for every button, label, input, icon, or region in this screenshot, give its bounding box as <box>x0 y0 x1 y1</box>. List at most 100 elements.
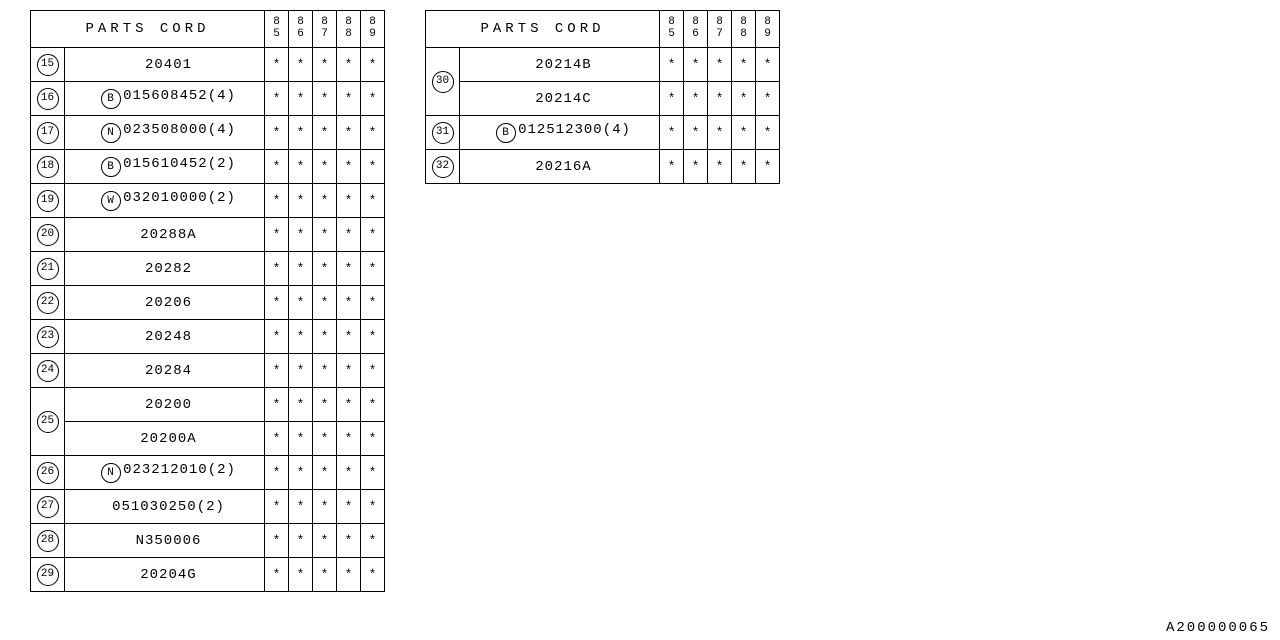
part-code-cell: 051030250(2) <box>65 490 265 524</box>
applicability-mark: * <box>361 388 385 422</box>
applicability-mark: * <box>289 218 313 252</box>
row-number-cell: 28 <box>31 524 65 558</box>
part-code: 032010000(2) <box>123 190 236 206</box>
part-code-cell: 20214C <box>460 82 660 116</box>
part-code-cell: 20288A <box>65 218 265 252</box>
applicability-mark: * <box>337 388 361 422</box>
part-code-cell: B015610452(2) <box>65 150 265 184</box>
part-code: 20248 <box>145 329 192 345</box>
part-code: 20200 <box>145 397 192 413</box>
applicability-mark: * <box>265 558 289 592</box>
row-number-cell: 17 <box>31 116 65 150</box>
applicability-mark: * <box>289 558 313 592</box>
applicability-mark: * <box>265 184 289 218</box>
header-year-col: 89 <box>361 11 385 48</box>
applicability-mark: * <box>337 252 361 286</box>
applicability-mark: * <box>708 82 732 116</box>
applicability-mark: * <box>313 252 337 286</box>
table-row: 2420284***** <box>31 354 385 388</box>
applicability-mark: * <box>337 456 361 490</box>
part-code-cell: 20282 <box>65 252 265 286</box>
row-number-icon: 23 <box>37 326 59 348</box>
applicability-mark: * <box>660 48 684 82</box>
header-year-col: 88 <box>337 11 361 48</box>
row-number-icon: 27 <box>37 496 59 518</box>
table-row: 20200A***** <box>31 422 385 456</box>
part-code: 20214B <box>535 57 591 73</box>
table-row: 31B012512300(4)***** <box>426 116 780 150</box>
part-code: 20401 <box>145 57 192 73</box>
applicability-mark: * <box>361 456 385 490</box>
table-row: 17N023508000(4)***** <box>31 116 385 150</box>
tables-container: PARTS CORD85868788891520401*****16B01560… <box>30 10 780 592</box>
row-number-cell: 24 <box>31 354 65 388</box>
part-code-cell: 20206 <box>65 286 265 320</box>
applicability-mark: * <box>337 286 361 320</box>
row-number-cell: 27 <box>31 490 65 524</box>
applicability-mark: * <box>313 286 337 320</box>
applicability-mark: * <box>289 82 313 116</box>
applicability-mark: * <box>289 320 313 354</box>
applicability-mark: * <box>337 82 361 116</box>
part-code-cell: 20216A <box>460 150 660 184</box>
applicability-mark: * <box>337 218 361 252</box>
applicability-mark: * <box>265 48 289 82</box>
applicability-mark: * <box>265 218 289 252</box>
part-code: 20216A <box>535 159 591 175</box>
applicability-mark: * <box>289 456 313 490</box>
row-number-cell: 26 <box>31 456 65 490</box>
row-number-cell: 18 <box>31 150 65 184</box>
row-number-icon: 29 <box>37 564 59 586</box>
applicability-mark: * <box>361 116 385 150</box>
header-year-bot: 9 <box>361 29 384 41</box>
row-number-icon: 20 <box>37 224 59 246</box>
applicability-mark: * <box>265 354 289 388</box>
applicability-mark: * <box>708 116 732 150</box>
row-number-icon: 31 <box>432 122 454 144</box>
row-number-cell: 31 <box>426 116 460 150</box>
applicability-mark: * <box>732 150 756 184</box>
header-year-col: 89 <box>756 11 780 48</box>
footer-code: A200000065 <box>1166 620 1270 636</box>
applicability-mark: * <box>289 150 313 184</box>
applicability-mark: * <box>361 558 385 592</box>
parts-table: PARTS CORD85868788893020214B*****20214C*… <box>425 10 780 184</box>
header-year-bot: 8 <box>337 29 360 41</box>
table-row: 3020214B***** <box>426 48 780 82</box>
header-parts-cord: PARTS CORD <box>426 11 660 48</box>
applicability-mark: * <box>313 320 337 354</box>
part-code: 20284 <box>145 363 192 379</box>
row-number-icon: 24 <box>37 360 59 382</box>
row-number-cell: 23 <box>31 320 65 354</box>
applicability-mark: * <box>265 320 289 354</box>
table-row: 26N023212010(2)***** <box>31 456 385 490</box>
applicability-mark: * <box>337 184 361 218</box>
part-code-cell: N350006 <box>65 524 265 558</box>
table-row: 18B015610452(2)***** <box>31 150 385 184</box>
row-number-cell: 32 <box>426 150 460 184</box>
applicability-mark: * <box>313 456 337 490</box>
applicability-mark: * <box>361 184 385 218</box>
applicability-mark: * <box>361 354 385 388</box>
table-row: 20214C***** <box>426 82 780 116</box>
applicability-mark: * <box>361 286 385 320</box>
applicability-mark: * <box>313 422 337 456</box>
applicability-mark: * <box>265 422 289 456</box>
applicability-mark: * <box>289 524 313 558</box>
applicability-mark: * <box>289 116 313 150</box>
header-year-col: 86 <box>684 11 708 48</box>
part-code: 20204G <box>140 567 196 583</box>
applicability-mark: * <box>289 388 313 422</box>
applicability-mark: * <box>313 558 337 592</box>
applicability-mark: * <box>313 388 337 422</box>
applicability-mark: * <box>660 116 684 150</box>
applicability-mark: * <box>265 252 289 286</box>
part-code: 023508000(4) <box>123 122 236 138</box>
applicability-mark: * <box>684 48 708 82</box>
row-number-cell: 30 <box>426 48 460 116</box>
table-row: 2020288A***** <box>31 218 385 252</box>
row-number-icon: 16 <box>37 88 59 110</box>
applicability-mark: * <box>313 524 337 558</box>
header-year-bot: 8 <box>732 29 755 41</box>
applicability-mark: * <box>265 490 289 524</box>
